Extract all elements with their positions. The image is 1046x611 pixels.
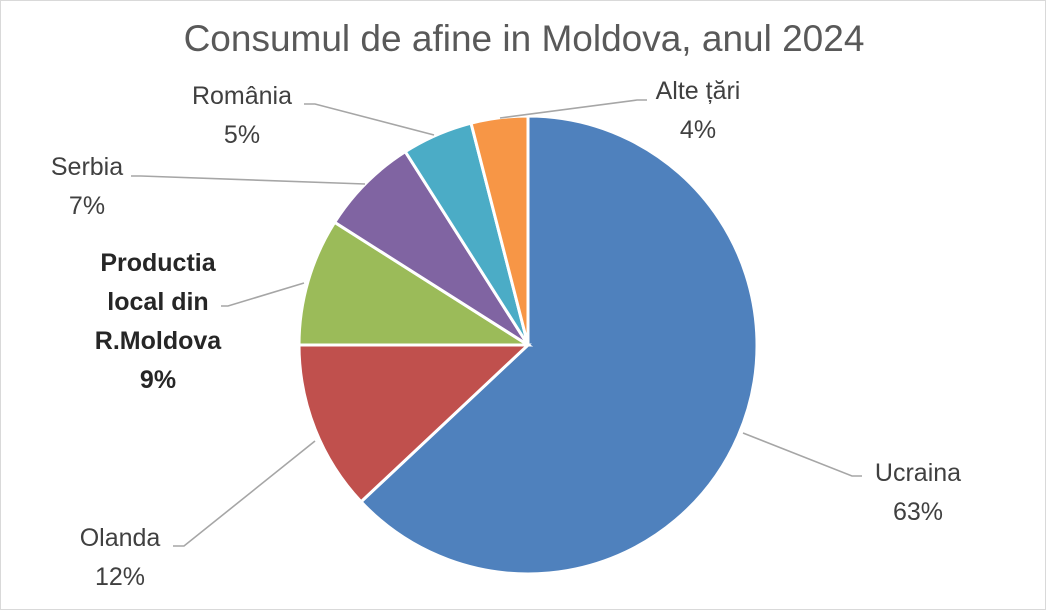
data-labels-layer: Ucraina 63% Olanda 12% Productia local din R.M… [51,77,961,591]
chart-title: Consumul de afine in Moldova, anul 2024 [184,18,865,59]
slice-value-5: 4% [680,116,716,144]
leader-line-1 [173,440,316,547]
leader-line-4 [304,103,435,136]
leader-lines-layer [131,99,862,547]
slice-label-5: Alte țări [656,77,741,105]
slice-label-4: România [192,82,292,110]
slice-value-3: 7% [69,192,105,220]
slice-value-4: 5% [224,121,260,149]
pie-slice-0 [358,114,759,576]
slice-label-2-line-1: local din [107,288,208,316]
slice-label-2-line-2: R.Moldova [95,327,222,355]
slice-label-2-line-0: Productia [100,249,216,277]
slice-label-3: Serbia [51,153,123,181]
slice-value-0: 63% [893,498,943,526]
pie-slice-5 [469,114,530,346]
slice-label-0: Ucraina [875,459,961,487]
pie-slice-2 [297,220,534,347]
leader-line-2 [221,282,305,307]
slice-label-1: Olanda [80,524,161,552]
slice-value-1: 12% [95,563,145,591]
slices-layer [297,114,759,576]
pie-slice-1 [297,343,532,504]
slice-value-2: 9% [140,366,176,394]
leader-line-5 [499,99,647,119]
leader-line-3 [131,175,366,185]
leader-line-0 [742,432,862,477]
